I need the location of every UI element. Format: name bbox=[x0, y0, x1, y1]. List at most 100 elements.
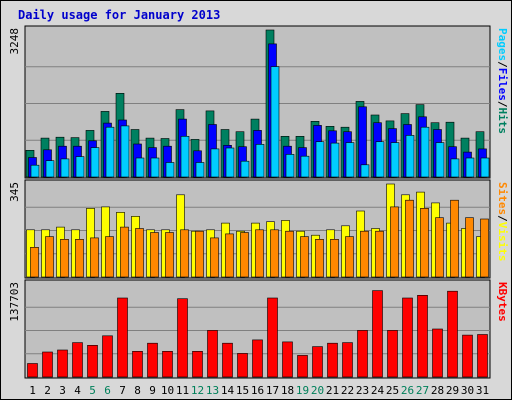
bar-pages-day-10 bbox=[165, 162, 175, 178]
bar-kbytes-day-3 bbox=[57, 349, 68, 378]
bar-sites-day-16 bbox=[255, 229, 264, 278]
bar-kbytes-day-23 bbox=[357, 330, 368, 378]
bar-sites-day-17 bbox=[270, 229, 279, 278]
bar-sites-day-11 bbox=[180, 229, 189, 278]
x-tick-label: 14 bbox=[221, 384, 235, 397]
bar-pages-day-9 bbox=[150, 157, 160, 178]
bar-sites-day-23 bbox=[360, 230, 369, 278]
bar-kbytes-day-25 bbox=[387, 330, 398, 378]
y-axis-max-label: 3248 bbox=[8, 28, 21, 55]
series-sites bbox=[30, 199, 489, 278]
legend-part: / bbox=[496, 215, 509, 222]
bar-pages-day-27 bbox=[420, 126, 430, 178]
bar-sites-day-6 bbox=[105, 236, 114, 278]
bar-kbytes-day-7 bbox=[117, 297, 128, 378]
bar-kbytes-day-27 bbox=[417, 294, 428, 378]
bar-kbytes-day-2 bbox=[42, 351, 53, 378]
bar-sites-day-26 bbox=[405, 199, 414, 278]
panel-visits: 345 Sites/Visits bbox=[8, 179, 509, 279]
legend-label-kbytes: KBytes bbox=[496, 282, 509, 322]
bar-sites-day-30 bbox=[465, 217, 474, 278]
legend-part: Sites bbox=[496, 182, 509, 215]
bar-sites-day-5 bbox=[90, 237, 99, 278]
chart-title: Daily usage for January 2013 bbox=[18, 8, 220, 22]
bar-pages-day-15 bbox=[240, 160, 250, 178]
x-tick-label: 6 bbox=[104, 384, 111, 397]
bar-kbytes-day-19 bbox=[297, 355, 308, 378]
bar-sites-day-24 bbox=[375, 230, 384, 278]
bar-sites-day-19 bbox=[300, 236, 309, 278]
bar-kbytes-day-13 bbox=[207, 330, 218, 378]
x-tick-label: 22 bbox=[341, 384, 354, 397]
x-axis-labels: 1 2 3 4 5 6 7 8 9 10 11 12 13 14 15 16 17 18 19 20 21 22 23 24 2… bbox=[29, 384, 489, 397]
bar-pages-day-8 bbox=[135, 157, 145, 178]
panel-kbytes: 137703 KBytes bbox=[8, 279, 509, 379]
bar-kbytes-day-21 bbox=[327, 342, 338, 378]
bar-pages-day-24 bbox=[375, 141, 385, 178]
bar-pages-day-16 bbox=[255, 144, 265, 178]
x-tick-label: 12 bbox=[191, 384, 204, 397]
bar-pages-day-18 bbox=[285, 154, 295, 178]
bar-kbytes-day-6 bbox=[102, 335, 113, 378]
legend-part: Hits bbox=[496, 108, 509, 135]
x-tick-label: 1 bbox=[29, 384, 36, 397]
bar-pages-day-21 bbox=[330, 142, 340, 178]
bar-pages-day-25 bbox=[390, 142, 400, 178]
bar-pages-day-30 bbox=[465, 157, 475, 178]
x-tick-label: 4 bbox=[74, 384, 81, 397]
bar-pages-day-5 bbox=[90, 147, 100, 178]
bar-pages-day-28 bbox=[435, 142, 445, 178]
bar-sites-day-25 bbox=[390, 206, 399, 278]
bar-pages-day-22 bbox=[345, 142, 355, 178]
bar-sites-day-22 bbox=[345, 236, 354, 278]
legend-part: KBytes bbox=[496, 282, 509, 322]
bar-kbytes-day-10 bbox=[162, 350, 173, 378]
x-tick-label: 18 bbox=[281, 384, 294, 397]
x-tick-label: 10 bbox=[161, 384, 174, 397]
bar-sites-day-28 bbox=[435, 217, 444, 278]
x-tick-label: 25 bbox=[386, 384, 399, 397]
y-axis-max-label: 137703 bbox=[8, 282, 21, 322]
bar-pages-day-20 bbox=[315, 141, 325, 178]
legend-part: / bbox=[496, 61, 509, 68]
x-tick-label: 23 bbox=[356, 384, 369, 397]
bar-sites-day-31 bbox=[480, 218, 489, 278]
x-tick-label: 3 bbox=[59, 384, 66, 397]
bar-pages-day-19 bbox=[300, 155, 310, 178]
bar-pages-day-11 bbox=[180, 136, 190, 178]
bar-kbytes-day-17 bbox=[267, 297, 278, 378]
bar-kbytes-day-22 bbox=[342, 342, 353, 378]
bar-kbytes-day-24 bbox=[372, 290, 383, 378]
x-tick-label: 21 bbox=[326, 384, 339, 397]
bar-kbytes-day-4 bbox=[72, 342, 83, 378]
bar-sites-day-15 bbox=[240, 232, 249, 278]
bar-kbytes-day-30 bbox=[462, 334, 473, 378]
bar-kbytes-day-12 bbox=[192, 350, 203, 378]
bar-sites-day-2 bbox=[45, 236, 54, 278]
bar-sites-day-3 bbox=[60, 239, 69, 278]
bar-sites-day-14 bbox=[225, 233, 234, 278]
legend-part: / bbox=[496, 101, 509, 108]
bar-pages-day-14 bbox=[225, 147, 235, 178]
bar-kbytes-day-29 bbox=[447, 290, 458, 378]
bar-pages-day-7 bbox=[120, 125, 130, 178]
x-tick-label: 8 bbox=[134, 384, 141, 397]
legend-part: Files bbox=[496, 68, 509, 101]
bar-kbytes-day-16 bbox=[252, 339, 263, 378]
bar-kbytes-day-26 bbox=[402, 297, 413, 378]
bar-pages-day-3 bbox=[60, 158, 70, 178]
bar-sites-day-4 bbox=[75, 239, 84, 278]
x-tick-label: 9 bbox=[149, 384, 156, 397]
bar-kbytes-day-8 bbox=[132, 350, 143, 378]
bar-kbytes-day-31 bbox=[477, 334, 488, 378]
x-tick-label: 13 bbox=[206, 384, 219, 397]
x-tick-label: 20 bbox=[311, 384, 324, 397]
bar-pages-day-1 bbox=[30, 164, 40, 178]
x-tick-label: 5 bbox=[89, 384, 96, 397]
bar-pages-day-4 bbox=[75, 156, 85, 178]
x-tick-label: 7 bbox=[119, 384, 126, 397]
bar-pages-day-23 bbox=[360, 164, 370, 178]
x-tick-label: 28 bbox=[431, 384, 444, 397]
bar-pages-day-26 bbox=[405, 135, 415, 178]
